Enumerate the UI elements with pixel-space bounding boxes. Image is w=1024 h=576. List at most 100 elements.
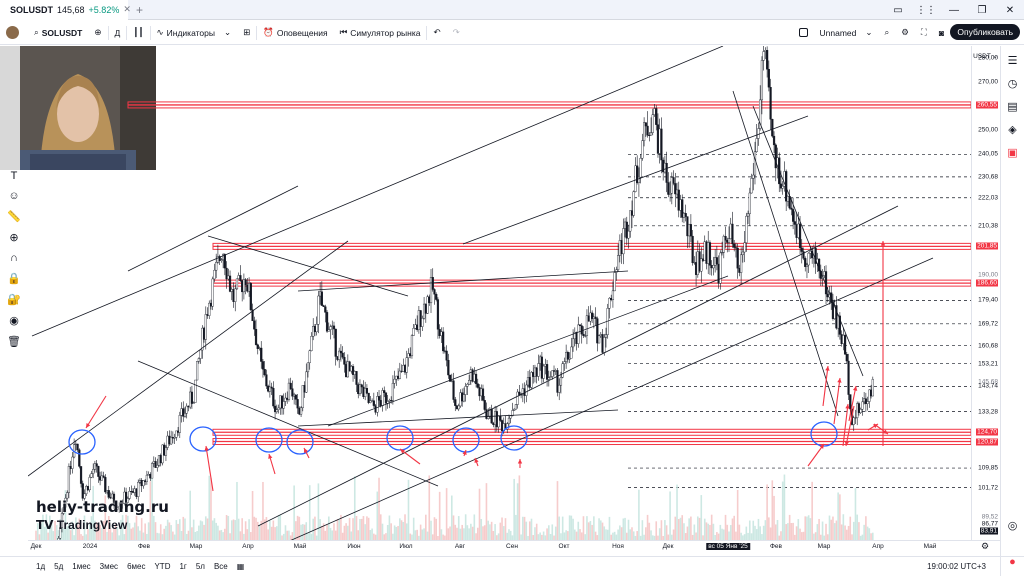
ruler-icon[interactable]: 📏 xyxy=(7,211,21,223)
range-button[interactable]: 1мес xyxy=(72,562,91,571)
volume-bar xyxy=(166,519,169,540)
range-button[interactable]: 1д xyxy=(36,562,46,571)
layout-checkbox[interactable] xyxy=(793,21,814,45)
candle-body xyxy=(402,365,405,372)
candle-body xyxy=(308,350,311,363)
volume-bar xyxy=(807,515,810,540)
chart-canvas[interactable] xyxy=(27,35,972,573)
candle-body xyxy=(341,352,344,358)
templates-button[interactable]: ⊞ xyxy=(237,21,256,45)
quick-search-button[interactable]: ⌕ xyxy=(879,21,896,45)
axis-settings-icon[interactable]: ⚙ xyxy=(981,541,990,551)
volume-bar xyxy=(253,516,256,540)
replay-button[interactable]: ⏮ Симулятор рынка xyxy=(334,21,427,45)
volume-bar xyxy=(395,526,398,540)
minimize-icon[interactable]: — xyxy=(949,4,959,16)
close-tab-icon[interactable]: ✕ xyxy=(123,4,131,14)
fullscreen-button[interactable]: ⛶ xyxy=(915,21,933,45)
news-icon[interactable]: ▤ xyxy=(1007,101,1018,113)
layout-name-button[interactable]: Unnamed ⌄ xyxy=(814,21,879,45)
text-tool-icon[interactable]: T xyxy=(10,170,18,182)
volume-bar xyxy=(184,518,186,540)
volume-bar xyxy=(107,516,110,540)
candle-body xyxy=(736,247,739,269)
zoom-in-icon[interactable]: ⊕ xyxy=(9,232,19,244)
magnet-icon[interactable]: ∩ xyxy=(10,252,18,264)
settings-button[interactable]: ⚙ xyxy=(895,21,915,45)
notifications-icon[interactable]: ▣ xyxy=(1007,147,1018,159)
candle-body xyxy=(64,497,67,508)
candle-body xyxy=(334,328,337,357)
range-button[interactable]: 3мес xyxy=(99,562,119,571)
candle-body xyxy=(142,480,145,487)
price-axis-label: 153,21 xyxy=(978,360,998,368)
range-button[interactable]: YTD xyxy=(154,562,171,571)
candle-body xyxy=(104,477,107,493)
alerts-button[interactable]: ⏰ Оповещения xyxy=(257,21,333,45)
snapshot-button[interactable]: ◙ xyxy=(933,21,950,45)
chart-tab[interactable]: SOLUSDT 145,68 +5.82% ✕ xyxy=(0,0,131,20)
compare-button[interactable]: ⊕ xyxy=(88,21,107,45)
close-window-icon[interactable]: ✕ xyxy=(1005,4,1015,16)
symbol-search-button[interactable]: ⌕ SOLUSDT xyxy=(28,21,88,45)
undo-button[interactable]: ↶ xyxy=(427,21,446,45)
publish-button[interactable]: Опубликовать xyxy=(950,24,1020,40)
volume-bar xyxy=(371,528,373,540)
candle-body xyxy=(251,309,254,322)
trendline xyxy=(31,45,724,337)
range-button[interactable]: 1г xyxy=(179,562,187,571)
lock-drawings-icon[interactable]: 🔐 xyxy=(7,294,21,306)
calendar-icon[interactable]: ▦ xyxy=(236,562,245,571)
emoji-tool-icon[interactable]: ☺ xyxy=(8,190,20,202)
clock-icon[interactable]: ◷ xyxy=(1007,78,1018,90)
indicators-button[interactable]: ∿ Индикаторы ⌄ xyxy=(151,21,238,45)
candle-body xyxy=(617,255,620,270)
volume-bar xyxy=(747,532,749,540)
chart-type-button[interactable]: ┃┃ xyxy=(127,21,149,45)
range-button[interactable]: 6мес xyxy=(127,562,146,571)
monitor-icon[interactable]: ▭ xyxy=(893,4,903,16)
volume-bar xyxy=(362,516,365,540)
help-icon[interactable]: ● xyxy=(1009,556,1016,568)
trendline xyxy=(27,240,349,477)
volume-bar xyxy=(140,518,143,540)
volume-bar xyxy=(236,481,238,540)
eye-icon[interactable]: ◉ xyxy=(9,315,19,327)
candle-body xyxy=(59,527,62,539)
volume-bar xyxy=(168,522,171,540)
range-button[interactable]: 5л xyxy=(195,562,205,571)
layers-icon[interactable]: ◈ xyxy=(1008,124,1017,136)
target-icon[interactable]: ◎ xyxy=(1007,520,1018,532)
trash-icon[interactable]: 🗑 xyxy=(7,336,21,348)
watchlist-icon[interactable]: ☰ xyxy=(1007,55,1018,67)
volume-bar xyxy=(520,534,522,540)
tab-symbol: SOLUSDT xyxy=(10,4,54,15)
fullscreen-icon: ⛶ xyxy=(920,27,927,37)
red-arrow-head xyxy=(837,378,842,383)
lock-icon[interactable]: 🔒 xyxy=(7,273,21,285)
interval-button[interactable]: Д xyxy=(109,21,127,45)
volume-bar xyxy=(780,531,782,540)
volume-bar xyxy=(329,527,332,540)
candle-body xyxy=(859,409,862,413)
volume-bar xyxy=(499,522,502,540)
axis-currency[interactable]: USDT ⌄ xyxy=(973,53,998,60)
candle-body xyxy=(707,242,710,264)
volume-bar xyxy=(771,480,774,540)
redo-button[interactable]: ↷ xyxy=(447,21,466,45)
candle-body xyxy=(474,373,478,384)
new-tab-icon[interactable]: + xyxy=(136,2,144,17)
user-avatar[interactable] xyxy=(0,21,28,45)
time-axis[interactable]: Дек 2024 Фев Мар Апр Май Июн Июл Авг Сен Окт Ноя Дек… xyxy=(28,540,1000,554)
candle-body xyxy=(726,239,729,243)
price-axis-label: 83,91 xyxy=(979,527,998,535)
grid-icon[interactable]: ⋮⋮ xyxy=(916,4,936,16)
range-button[interactable]: 5д xyxy=(54,562,64,571)
volume-bar xyxy=(766,484,768,540)
price-chart[interactable] xyxy=(27,35,972,573)
price-axis[interactable]: USDT ⌄ 280,00 270,00 260,55 250,00 240,05 230… xyxy=(971,46,1000,540)
grid-icon: ⊞ xyxy=(243,27,251,37)
volume-bar xyxy=(546,528,548,540)
range-button[interactable]: Все xyxy=(213,562,228,571)
maximize-icon[interactable]: ❐ xyxy=(977,4,987,16)
